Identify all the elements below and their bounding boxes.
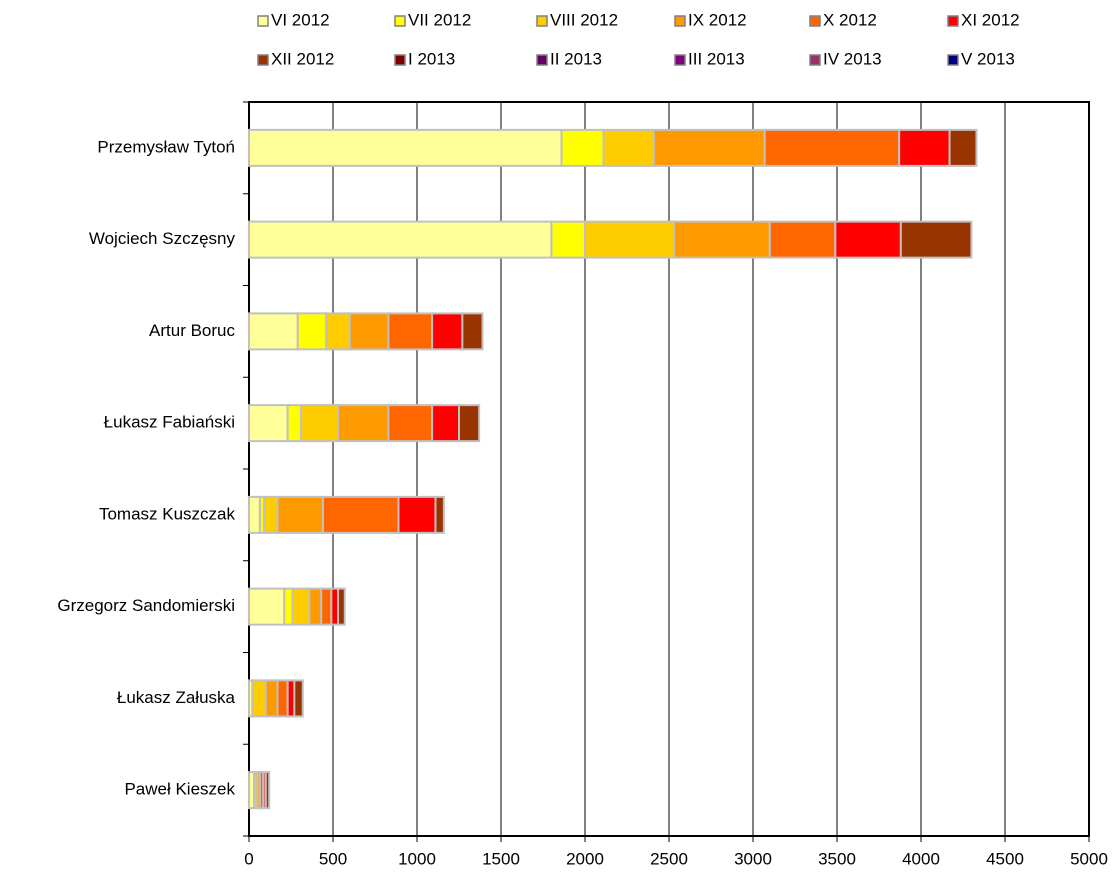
y-tick-label: Przemysław Tytoń (97, 137, 235, 156)
y-tick-label: Paweł Kieszek (124, 780, 235, 799)
y-tick-label: Wojciech Szczęsny (89, 229, 236, 248)
y-tick-label: Artur Boruc (149, 321, 235, 340)
legend-swatch (536, 15, 548, 27)
legend-swatch (947, 15, 959, 27)
bar-segment (248, 312, 299, 351)
x-tick-label: 1500 (482, 849, 520, 868)
bar-segment (263, 495, 279, 534)
bar-segment (264, 679, 279, 718)
bar-segment (348, 312, 390, 351)
legend-swatch (394, 15, 406, 27)
bar-segment (652, 128, 766, 167)
legend-label: IV 2013 (823, 49, 882, 68)
bar-segment (458, 404, 481, 443)
bar-segment (286, 404, 303, 443)
bar-segment (602, 128, 655, 167)
legend-swatch (257, 15, 269, 27)
x-tick-label: 500 (319, 849, 347, 868)
x-tick-label: 2500 (650, 849, 688, 868)
x-tick-label: 4500 (986, 849, 1024, 868)
bar-segment (387, 312, 434, 351)
bar-segment (337, 587, 346, 626)
bar-segment (251, 679, 267, 718)
bar-segment (286, 679, 296, 718)
legend-swatch (674, 15, 686, 27)
bar-segment (768, 220, 837, 259)
bar-segment (898, 128, 951, 167)
bar-segment (296, 312, 328, 351)
bar-segment (276, 495, 324, 534)
legend-label: VIII 2012 (550, 10, 618, 29)
x-tick-label: 2000 (566, 849, 604, 868)
bar-segment (431, 404, 460, 443)
legend-swatch (809, 15, 821, 27)
legend-swatch (674, 54, 686, 66)
bar-segment (248, 128, 563, 167)
bar-segment (293, 679, 304, 718)
bar-segment (673, 220, 771, 259)
legend-swatch (257, 54, 269, 66)
legend-swatch (947, 54, 959, 66)
bar-segment (248, 587, 286, 626)
x-tick-label: 5000 (1070, 849, 1108, 868)
legend-swatch (394, 54, 406, 66)
legend-label: VII 2012 (408, 10, 471, 29)
legend-swatch (809, 54, 821, 66)
x-tick-label: 3500 (818, 849, 856, 868)
legend-label: I 2013 (408, 49, 455, 68)
bar-segment (387, 404, 434, 443)
legend-label: XII 2012 (271, 49, 334, 68)
legend-label: X 2012 (823, 10, 877, 29)
bar-segment (325, 312, 351, 351)
bar-segment (899, 220, 973, 259)
bar-segment (584, 220, 676, 259)
legend-label: VI 2012 (271, 10, 330, 29)
bar-segment (948, 128, 978, 167)
bar-segment (461, 312, 484, 351)
bar-segment (560, 128, 605, 167)
bar-segment (321, 495, 400, 534)
bar-segment (308, 587, 323, 626)
legend-label: V 2013 (961, 49, 1015, 68)
bar-segment (834, 220, 902, 259)
bar-segment (264, 771, 271, 810)
y-tick-label: Łukasz Fabiański (104, 413, 235, 432)
x-tick-label: 1000 (398, 849, 436, 868)
x-tick-label: 0 (244, 849, 253, 868)
bar-segment (291, 587, 311, 626)
bar-segment (330, 587, 340, 626)
bar-segment (248, 495, 261, 534)
bar-segment (431, 312, 464, 351)
bar-segment (283, 587, 294, 626)
y-tick-label: Tomasz Kuszczak (99, 504, 236, 523)
bar-segment (763, 128, 901, 167)
legend-swatch (536, 54, 548, 66)
legend-label: IX 2012 (688, 10, 747, 29)
bar-segment (550, 220, 587, 259)
bar-segment (248, 404, 289, 443)
bar-segment (320, 587, 333, 626)
y-tick-label: Łukasz Załuska (117, 688, 236, 707)
x-tick-label: 4000 (902, 849, 940, 868)
legend-label: XI 2012 (961, 10, 1020, 29)
x-tick-label: 3000 (734, 849, 772, 868)
legend-label: II 2013 (550, 49, 602, 68)
bar-segment (434, 495, 445, 534)
y-tick-label: Grzegorz Sandomierski (57, 596, 235, 615)
bar-segment (337, 404, 390, 443)
bar-segment (276, 679, 289, 718)
legend-label: III 2013 (688, 49, 745, 68)
bar-segment (248, 220, 553, 259)
bar-segment (300, 404, 340, 443)
bar-segment (397, 495, 437, 534)
